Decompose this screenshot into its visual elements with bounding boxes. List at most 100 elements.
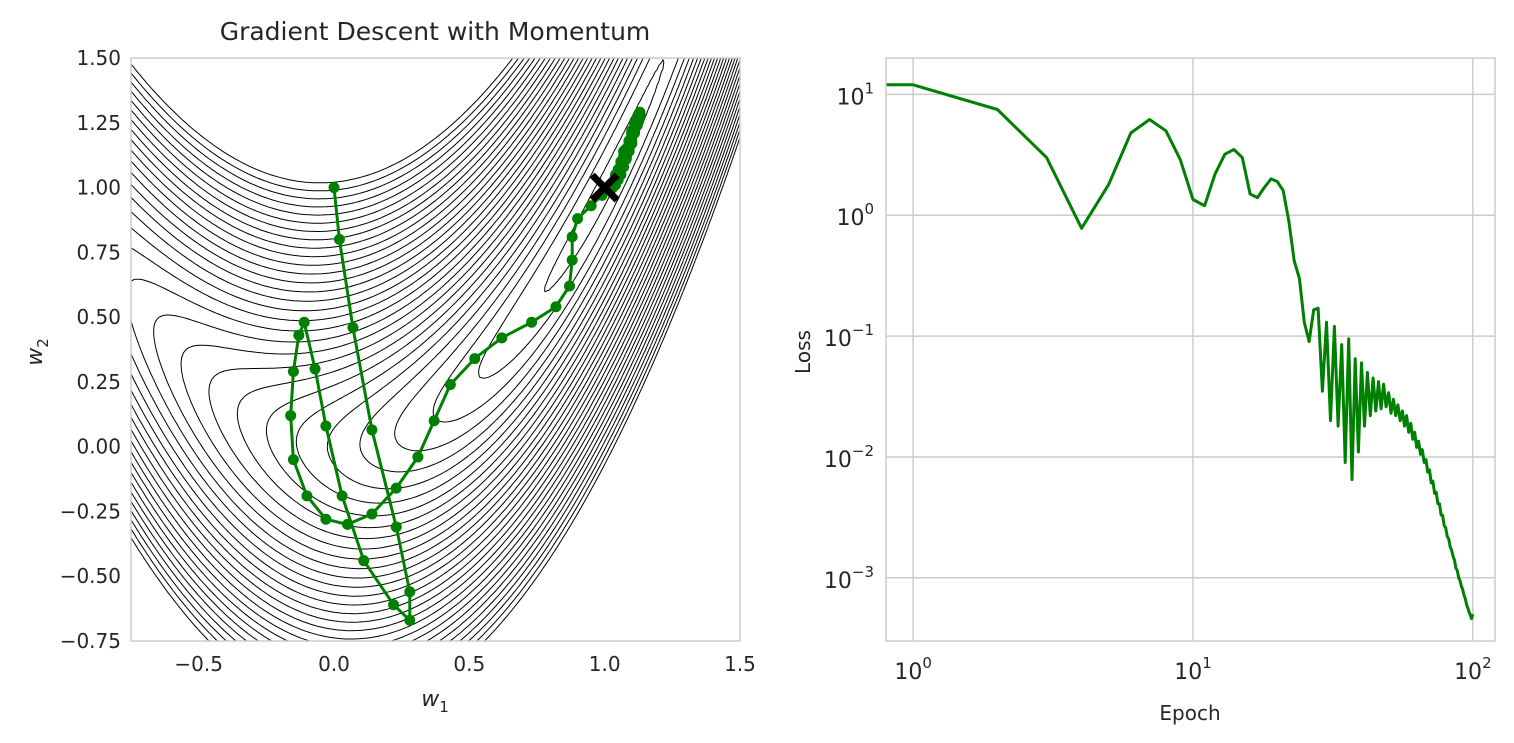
path-point-22	[412, 451, 424, 463]
y-tick-label-right: 10−1	[824, 321, 874, 352]
path-point-13	[293, 329, 305, 341]
contour-level-24	[131, 58, 740, 641]
path-point-2	[347, 321, 359, 333]
grid-lines	[886, 58, 1495, 641]
contour-level-18	[131, 58, 736, 615]
y-tick-label-left: −0.25	[60, 499, 121, 523]
x-tick-label-left: 1.5	[724, 652, 756, 676]
path-point-17	[301, 490, 313, 502]
path-point-33	[585, 200, 597, 212]
axes-frame-left	[130, 57, 741, 642]
contour-level-21	[131, 58, 740, 640]
contour-level-25	[131, 58, 740, 641]
path-point-100	[631, 117, 643, 129]
optimum-marker	[589, 172, 620, 203]
loss-series	[886, 83, 1475, 621]
descent-path	[285, 106, 646, 626]
path-point-16	[287, 454, 299, 466]
path-point-23	[428, 415, 440, 427]
y-axis-label-right: Loss	[791, 330, 815, 374]
contour-level-30	[131, 58, 740, 641]
path-point-1	[333, 233, 345, 245]
path-point-19	[342, 518, 354, 530]
y-tick-label-left: −0.50	[60, 564, 121, 588]
contour-lines	[131, 58, 740, 641]
y-tick-label-left: 0.75	[76, 240, 121, 264]
y-tick-label-left: −0.75	[60, 629, 121, 653]
path-point-15	[285, 410, 297, 422]
contour-level-10	[208, 58, 713, 540]
y-tick-label-left: 0.25	[76, 370, 121, 394]
x-axis-label-left: w1	[421, 687, 449, 716]
x-tick-label-left: 1.0	[589, 652, 621, 676]
path-point-6	[404, 614, 416, 626]
contour-panel: −0.5 0.0 0.5 1.0 1.5 −0.75 −0.50 −0.25 0.00 0.25…	[23, 17, 756, 716]
path-point-3	[366, 424, 378, 436]
y-tick-label-right: 100	[836, 200, 874, 231]
path-point-12	[298, 316, 310, 328]
x-tick-labels-left: −0.5 0.0 0.5 1.0 1.5	[174, 652, 756, 676]
contour-level-5	[359, 58, 695, 473]
contour-level-14	[131, 58, 725, 579]
contour-level-29	[131, 58, 740, 641]
contour-level-16	[131, 58, 731, 597]
contour-level-7	[295, 58, 702, 504]
contour-level-26	[131, 58, 740, 641]
optimum-marker-group	[589, 172, 620, 203]
path-point-21	[390, 482, 402, 494]
path-point-14	[287, 366, 299, 378]
x-tick-label-right: 102	[1454, 654, 1492, 685]
path-point-25	[469, 353, 481, 365]
path-point-29	[563, 280, 575, 292]
loss-line	[886, 83, 1475, 621]
y-tick-label-left: 1.50	[76, 46, 121, 70]
path-point-11	[309, 363, 321, 375]
contour-level-6	[326, 58, 699, 490]
x-tick-label-left: 0.5	[453, 652, 485, 676]
contour-level-28	[131, 58, 740, 641]
path-point-26	[496, 332, 508, 344]
contour-level-23	[131, 58, 740, 641]
x-tick-label-left: −0.5	[174, 652, 223, 676]
loss-panel: 100 101 102 10−3 10−2 10−1 100 101 Epoch Loss	[791, 57, 1496, 725]
contour-level-27	[131, 58, 740, 641]
contour-level-15	[131, 58, 728, 588]
x-axis-label-right: Epoch	[1159, 701, 1220, 725]
contour-level-4	[394, 58, 690, 452]
y-tick-labels-left: −0.75 −0.50 −0.25 0.00 0.25 0.50 0.75 1.00 1.25 1…	[60, 46, 121, 653]
x-tick-label-left: 0.0	[318, 652, 350, 676]
path-point-30	[566, 254, 578, 266]
y-tick-label-right: 10−2	[824, 442, 874, 473]
path-point-5	[404, 586, 416, 598]
x-tick-label-right: 101	[1174, 654, 1212, 685]
y-tick-label-left: 1.00	[76, 176, 121, 200]
path-point-10	[320, 420, 332, 432]
path-point-20	[366, 508, 378, 520]
chart-title: Gradient Descent with Momentum	[220, 17, 651, 46]
y-tick-label-left: 0.00	[76, 435, 121, 459]
path-point-7	[388, 599, 400, 611]
contour-level-2	[478, 58, 679, 379]
path-point-8	[358, 555, 370, 567]
path-point-0	[328, 182, 340, 194]
y-tick-label-left: 0.50	[76, 305, 121, 329]
contour-level-19	[131, 58, 739, 623]
x-tick-label-right: 100	[894, 654, 932, 685]
contour-level-11	[180, 58, 716, 550]
y-tick-labels-right: 10−3 10−2 10−1 100 101	[824, 79, 874, 593]
y-tick-label-right: 101	[836, 79, 874, 110]
contour-level-17	[131, 58, 733, 606]
path-point-24	[444, 378, 456, 390]
contour-level-22	[131, 58, 740, 641]
y-tick-label-left: 1.25	[76, 111, 121, 135]
contour-level-20	[131, 58, 740, 632]
path-point-18	[320, 513, 332, 525]
y-tick-label-right: 10−3	[824, 563, 874, 594]
path-point-27	[526, 316, 538, 328]
contour-level-12	[153, 58, 719, 560]
path-point-4	[390, 521, 402, 533]
contour-level-13	[131, 58, 722, 570]
y-axis-label-left: w2	[23, 338, 52, 366]
plot-area-right	[886, 58, 1495, 641]
